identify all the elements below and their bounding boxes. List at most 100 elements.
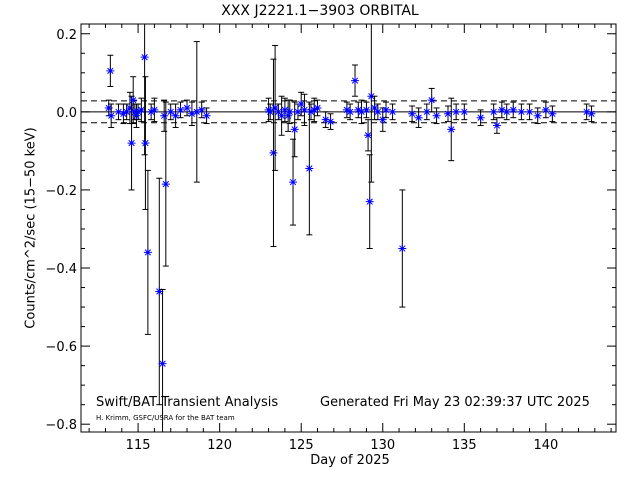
data-point bbox=[408, 109, 417, 118]
data-point bbox=[354, 105, 363, 114]
data-point bbox=[284, 111, 293, 120]
data-point bbox=[140, 53, 149, 62]
data-point bbox=[183, 103, 192, 112]
data-point bbox=[362, 105, 371, 114]
plot-frame bbox=[80, 23, 617, 433]
data-point bbox=[285, 107, 294, 116]
data-point bbox=[447, 125, 456, 134]
data-point bbox=[310, 105, 319, 114]
data-point bbox=[321, 115, 330, 124]
data-point bbox=[277, 111, 286, 120]
y-tick-label: −0.2 bbox=[45, 184, 77, 199]
data-point bbox=[382, 105, 391, 114]
data-point bbox=[342, 105, 351, 114]
data-point bbox=[127, 139, 136, 148]
x-tick-label: 130 bbox=[370, 438, 395, 453]
credit-label: H. Krimm, GSFC/USRA for the BAT team bbox=[96, 414, 235, 422]
data-point bbox=[134, 107, 143, 116]
data-point bbox=[388, 107, 397, 116]
x-axis-label: Day of 2025 bbox=[310, 453, 390, 468]
x-tick-label: 125 bbox=[289, 438, 314, 453]
data-point bbox=[289, 178, 298, 187]
data-point bbox=[197, 105, 206, 114]
data-point bbox=[373, 107, 382, 116]
data-point bbox=[297, 100, 306, 109]
data-point bbox=[452, 107, 461, 116]
data-point bbox=[147, 107, 156, 116]
x-tick-label: 115 bbox=[126, 438, 151, 453]
data-point bbox=[398, 244, 407, 253]
data-point bbox=[271, 103, 280, 112]
data-point bbox=[171, 111, 180, 120]
data-point bbox=[119, 109, 128, 118]
x-tick-label: 140 bbox=[533, 438, 558, 453]
data-point bbox=[378, 115, 387, 124]
y-tick-label: 0.2 bbox=[56, 28, 77, 43]
data-point bbox=[166, 107, 175, 116]
data-point bbox=[266, 107, 275, 116]
data-point bbox=[492, 121, 501, 130]
data-point bbox=[202, 111, 211, 120]
data-point bbox=[132, 111, 141, 120]
data-point bbox=[300, 105, 309, 114]
data-point bbox=[443, 109, 452, 118]
data-point bbox=[541, 105, 550, 114]
data-point bbox=[129, 96, 138, 105]
x-tick-label: 120 bbox=[207, 438, 232, 453]
data-point bbox=[274, 107, 283, 116]
y-tick-label: 0.0 bbox=[56, 106, 77, 121]
data-point bbox=[533, 111, 542, 120]
analysis-label: Swift/BAT Transient Analysis bbox=[96, 395, 279, 410]
chart-title: XXX J2221.1−3903 ORBITAL bbox=[221, 3, 419, 19]
y-tick-label: −0.6 bbox=[45, 340, 77, 355]
plot-layer: 115 120 125 130 135 140 −0.8 −0.6 −0.4 −0.2 0.0 0.2 bbox=[45, 24, 616, 453]
data-point bbox=[364, 131, 373, 140]
generated-timestamp: Generated Fri May 23 02:39:37 UTC 2025 bbox=[320, 395, 590, 410]
data-point bbox=[346, 107, 355, 116]
data-point bbox=[158, 359, 167, 368]
data-point bbox=[460, 107, 469, 116]
data-point bbox=[290, 125, 299, 134]
data-point bbox=[509, 105, 518, 114]
x-tick-label: 135 bbox=[452, 438, 477, 453]
data-point bbox=[427, 96, 436, 105]
data-point bbox=[141, 139, 150, 148]
data-point bbox=[280, 105, 289, 114]
data-point bbox=[107, 111, 116, 120]
data-point bbox=[161, 180, 170, 189]
data-point bbox=[587, 109, 596, 118]
data-point bbox=[155, 287, 164, 296]
data-point bbox=[351, 76, 360, 85]
data-point bbox=[370, 103, 379, 112]
data-point bbox=[106, 66, 115, 75]
data-point bbox=[326, 117, 335, 126]
data-point bbox=[489, 107, 498, 116]
data-point bbox=[293, 107, 302, 116]
data-point bbox=[365, 197, 374, 206]
data-point bbox=[192, 107, 201, 116]
y-tick-label: −0.8 bbox=[45, 418, 77, 433]
data-point bbox=[176, 105, 185, 114]
y-tick-label: −0.4 bbox=[45, 262, 77, 277]
data-point bbox=[357, 107, 366, 116]
data-point bbox=[525, 107, 534, 116]
data-point bbox=[122, 107, 131, 116]
data-point bbox=[114, 107, 123, 116]
data-point bbox=[432, 111, 441, 120]
data-point bbox=[104, 103, 113, 112]
data-point bbox=[497, 105, 506, 114]
data-point bbox=[137, 105, 146, 114]
data-point bbox=[414, 113, 423, 122]
data-point bbox=[476, 113, 485, 122]
data-point bbox=[187, 109, 196, 118]
data-point bbox=[269, 148, 278, 157]
data-point bbox=[582, 107, 591, 116]
data-point bbox=[160, 111, 169, 120]
y-axis-label: Counts/cm^2/sec (15−50 keV) bbox=[23, 127, 39, 329]
data-point bbox=[548, 109, 557, 118]
data-point bbox=[305, 164, 314, 173]
data-point bbox=[313, 103, 322, 112]
data-point bbox=[502, 107, 511, 116]
data-point bbox=[143, 248, 152, 257]
